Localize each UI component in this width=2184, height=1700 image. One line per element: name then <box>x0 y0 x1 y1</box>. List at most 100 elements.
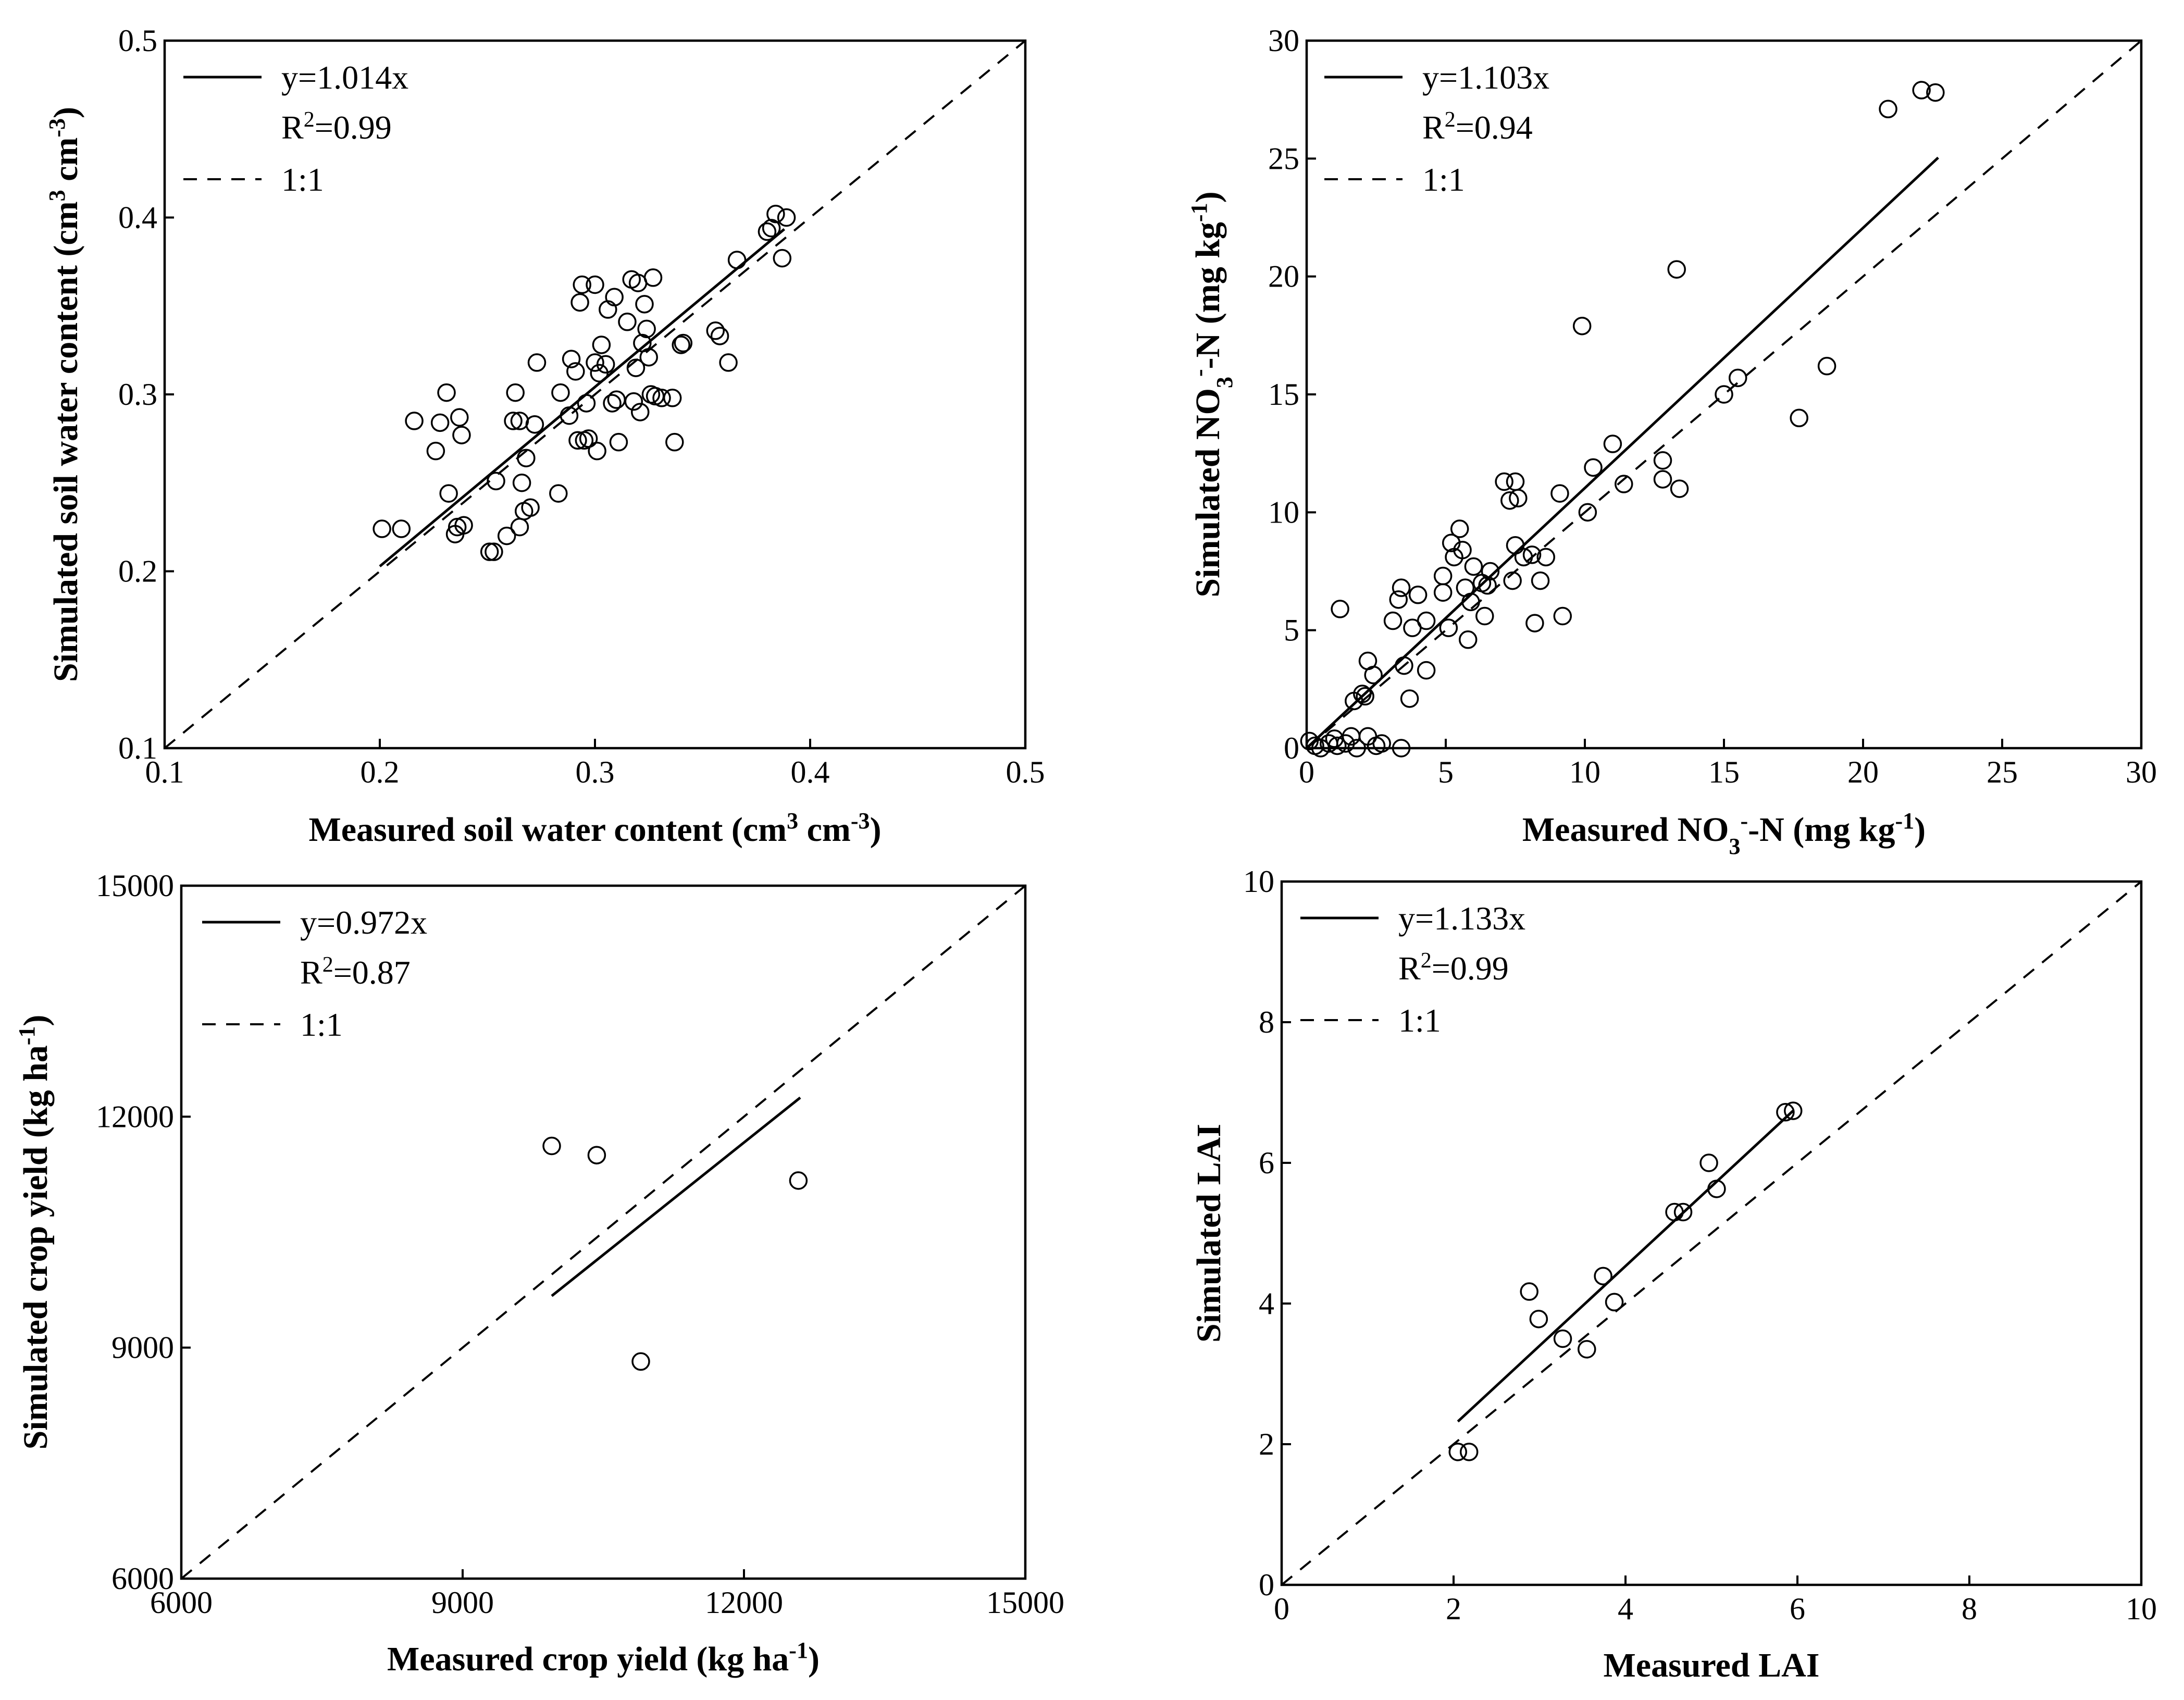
data-point <box>1495 472 1513 491</box>
data-point <box>405 412 424 430</box>
data-point <box>485 542 503 561</box>
data-point <box>1578 1340 1596 1359</box>
x-tick-label: 0.3 <box>576 755 615 789</box>
x-tick-label: 6 <box>1790 1592 1805 1626</box>
data-point <box>639 348 658 367</box>
panel-lai: 0 2 4 6 8 10 0 2 4 6 8 10 Measured LAI Simulated LAI y… <box>1190 864 2157 1684</box>
data-point <box>373 519 391 538</box>
data-point <box>1464 557 1483 576</box>
y-tick-label: 0.5 <box>118 23 157 58</box>
y-axis-label: Simulated soil water content (cm3 cm-3) <box>44 107 85 682</box>
data-point <box>665 432 684 452</box>
data-point <box>487 471 505 491</box>
y-tick-label: 25 <box>1268 141 1299 176</box>
data-point <box>1578 503 1597 522</box>
x-axis-label: Measured crop yield (kg ha-1) <box>387 1637 820 1679</box>
legend-r2-label: R2=0.94 <box>1422 108 1533 146</box>
data-point <box>560 406 579 425</box>
data-point <box>766 204 785 224</box>
y-tick-label: 0.1 <box>118 731 157 765</box>
y-tick-label: 12000 <box>96 1099 174 1134</box>
data-point <box>727 251 747 269</box>
legend-r2-label: R2=0.87 <box>300 953 411 991</box>
data-point <box>643 268 663 287</box>
data-point <box>527 353 547 372</box>
data-point <box>1389 590 1408 609</box>
data-point <box>1433 583 1453 602</box>
legend: y=0.972x R2=0.87 1:1 <box>202 904 427 1043</box>
data-point <box>1327 736 1347 755</box>
data-point <box>624 392 643 411</box>
data-point <box>517 449 536 467</box>
legend-r2-label: R2=0.99 <box>281 108 392 146</box>
data-point <box>497 526 516 545</box>
x-axis-label: Measured LAI <box>1604 1646 1820 1684</box>
y-tick-label: 0 <box>1259 1568 1274 1602</box>
x-tick-label: 2 <box>1446 1592 1461 1626</box>
x-tick-label: 5 <box>1438 755 1454 789</box>
one-to-one-line <box>164 40 1026 749</box>
panel-swc: 0.1 0.2 0.3 0.4 0.5 0.1 0.2 0.3 0.4 0.5 Measured s… <box>44 23 1045 849</box>
data-point <box>587 1146 606 1164</box>
legend: y=1.133x R2=0.99 1:1 <box>1300 900 1525 1039</box>
data-point <box>630 403 650 421</box>
data-point <box>674 333 693 353</box>
data-point <box>1372 734 1391 753</box>
data-point <box>1347 739 1366 758</box>
data-point <box>1353 685 1372 703</box>
y-tick-label: 0 <box>1284 731 1299 765</box>
data-point <box>1509 489 1528 507</box>
x-tick-label: 0.1 <box>145 755 184 789</box>
data-point <box>773 249 792 268</box>
data-point <box>586 353 604 372</box>
data-point <box>1670 479 1689 498</box>
data-point <box>605 288 624 307</box>
data-point <box>1653 470 1672 489</box>
data-point <box>1475 606 1494 626</box>
data-point <box>514 502 533 520</box>
data-point <box>1584 458 1603 477</box>
data-point <box>1500 491 1519 510</box>
data-point <box>1879 100 1897 119</box>
data-point <box>603 394 622 413</box>
data-point <box>1439 618 1458 637</box>
data-point <box>1395 656 1413 675</box>
data-point <box>551 383 570 402</box>
data-point <box>626 358 646 377</box>
legend-one-label: 1:1 <box>281 161 324 198</box>
data-point <box>1478 576 1497 595</box>
data-point <box>635 295 654 314</box>
data-point <box>1448 1443 1467 1461</box>
data-point <box>1531 571 1550 590</box>
data-point <box>577 394 596 413</box>
data-point <box>618 313 637 331</box>
data-point <box>1707 1180 1726 1198</box>
data-point <box>1458 630 1478 649</box>
data-point <box>758 222 777 241</box>
data-point <box>570 293 589 312</box>
data-point <box>1356 687 1374 706</box>
data-point <box>1603 435 1622 453</box>
data-point <box>777 208 796 227</box>
data-point <box>762 219 781 238</box>
data-point <box>1392 739 1411 758</box>
data-point <box>1912 81 1931 100</box>
y-tick-label: 9000 <box>111 1331 174 1365</box>
regression-line <box>1306 156 1939 749</box>
data-point <box>1728 368 1747 388</box>
panel-no3: 0 5 10 15 20 25 30 0 5 10 15 20 25 30 Measured NO3--N … <box>1186 23 2157 859</box>
y-tick-label: 2 <box>1259 1427 1274 1461</box>
data-point <box>637 319 656 339</box>
data-point <box>506 383 525 402</box>
data-point <box>1392 578 1411 597</box>
y-axis-label: Simulated LAI <box>1190 1124 1228 1343</box>
data-point <box>1453 541 1472 560</box>
data-point <box>1506 536 1525 555</box>
data-point <box>510 517 529 537</box>
y-tick-label: 8 <box>1259 1005 1274 1039</box>
y-tick-label: 6 <box>1259 1146 1274 1180</box>
legend: y=1.103x R2=0.94 1:1 <box>1324 59 1549 198</box>
data-point <box>1817 356 1836 376</box>
data-point <box>789 1171 808 1190</box>
